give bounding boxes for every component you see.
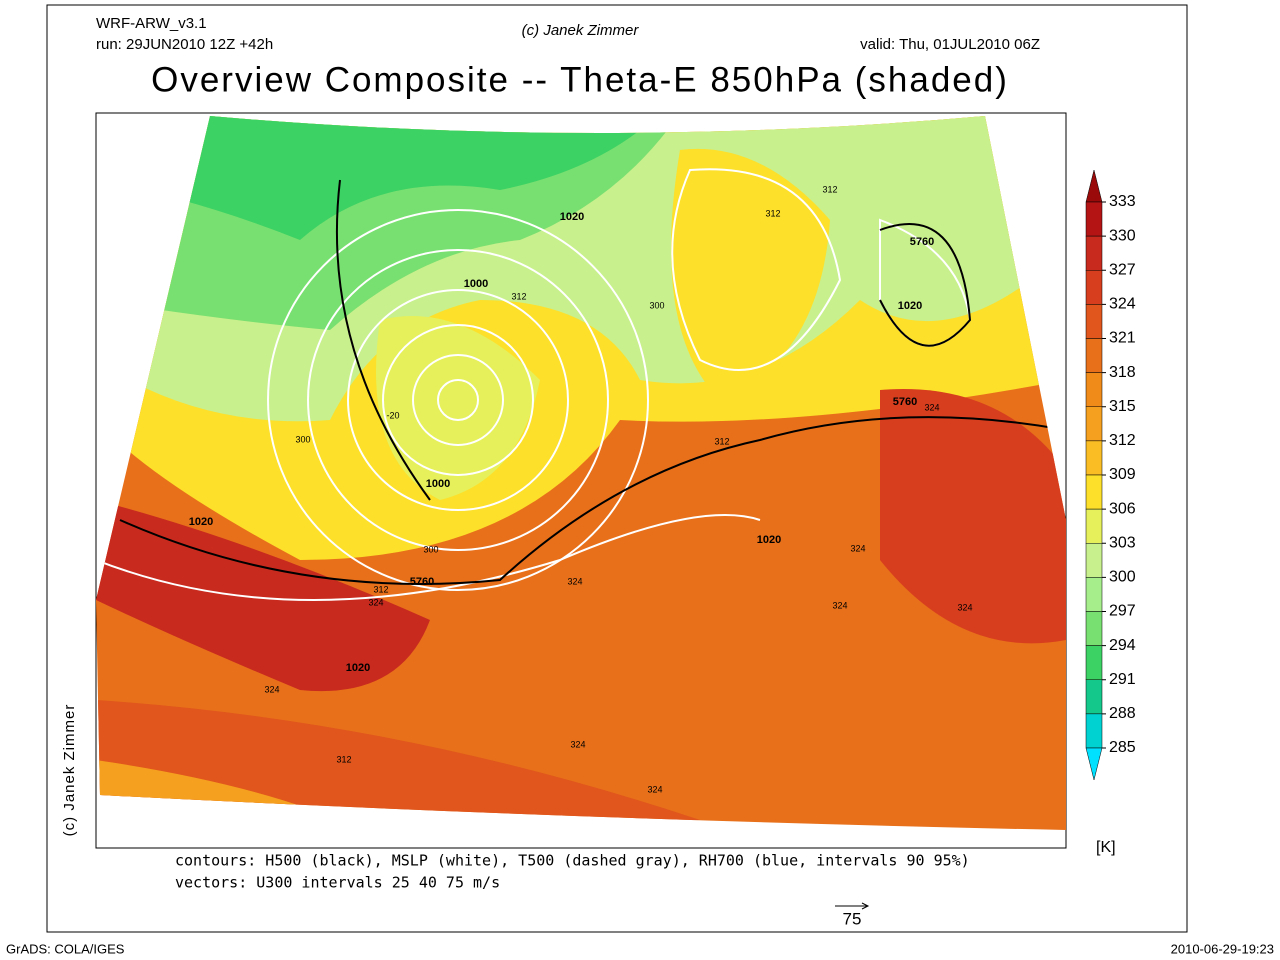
contour-label: 312 bbox=[373, 584, 388, 594]
colorbar-label: 291 bbox=[1109, 671, 1136, 688]
colorbar-band bbox=[1085, 270, 1103, 305]
colorbar-label: 333 bbox=[1109, 193, 1136, 210]
colorbar-band bbox=[1085, 338, 1103, 373]
contour-label: 312 bbox=[336, 754, 351, 764]
reference-arrowhead bbox=[861, 902, 870, 910]
colorbar-band bbox=[1085, 577, 1103, 612]
colorbar-band bbox=[1085, 474, 1103, 510]
contour-label: 312 bbox=[765, 208, 780, 218]
colorbar-label: 315 bbox=[1109, 398, 1136, 415]
contour-label: 300 bbox=[423, 544, 438, 554]
contour-label: 312 bbox=[714, 436, 729, 446]
vectors-note: vectors: U300 intervals 25 40 75 m/s bbox=[175, 874, 500, 892]
contour-label: 324 bbox=[368, 597, 383, 607]
contour-label: 5760 bbox=[893, 396, 917, 408]
contour-label: 324 bbox=[924, 402, 939, 412]
colorbar-unit: [K] bbox=[1096, 839, 1116, 856]
vector-ref: 75 bbox=[843, 909, 862, 928]
contour-label: 5760 bbox=[910, 236, 934, 248]
colorbar-band bbox=[1085, 304, 1103, 339]
colorbar-label: 303 bbox=[1109, 534, 1136, 551]
colorbar-band bbox=[1085, 508, 1103, 544]
colorbar-label: 309 bbox=[1109, 466, 1136, 483]
contour-label: 1000 bbox=[426, 478, 450, 490]
colorbar-label: 300 bbox=[1109, 569, 1136, 586]
colorbar-label: 330 bbox=[1109, 227, 1136, 244]
colorbar-label: 294 bbox=[1109, 637, 1136, 654]
copyright: (c) Janek Zimmer bbox=[522, 22, 640, 39]
colorbar-label: 312 bbox=[1109, 432, 1136, 449]
model: WRF-ARW_v3.1 bbox=[96, 15, 207, 32]
colorbar: 333 330 327 324 321 318 315 312 309 306 303 300 297 2… bbox=[1085, 169, 1136, 781]
contour-label: 5760 bbox=[410, 576, 434, 588]
colorbar-band bbox=[1085, 679, 1103, 715]
run: run: 29JUN2010 12Z +42h bbox=[96, 36, 273, 53]
colorbar-band bbox=[1085, 201, 1103, 237]
contour-label: 324 bbox=[957, 602, 972, 612]
contour-label: 1020 bbox=[560, 211, 584, 223]
contour-label: 1020 bbox=[189, 516, 213, 528]
colorbar-label: 306 bbox=[1109, 500, 1136, 517]
contour-label: 1020 bbox=[346, 662, 370, 674]
colorbar-band bbox=[1085, 543, 1103, 578]
colorbar-label: 285 bbox=[1109, 739, 1136, 756]
colorbar-band bbox=[1085, 713, 1103, 749]
colorbar-label: 297 bbox=[1109, 603, 1136, 620]
title: Overview Composite -- Theta-E 850hPa (sh… bbox=[151, 60, 1009, 99]
colorbar-triangle bbox=[1085, 747, 1103, 781]
map bbox=[96, 116, 1066, 830]
contours-note: contours: H500 (black), MSLP (white), T5… bbox=[175, 852, 970, 870]
grads: GrADS: COLA/IGES bbox=[6, 941, 125, 956]
contour-label: 1020 bbox=[757, 534, 781, 546]
contour-label: 324 bbox=[850, 543, 865, 553]
colorbar-label: 327 bbox=[1109, 261, 1136, 278]
contour-label: 312 bbox=[511, 291, 526, 301]
colorbar-label: 288 bbox=[1109, 705, 1136, 722]
contour-label: 300 bbox=[649, 300, 664, 310]
colorbar-band bbox=[1085, 611, 1103, 646]
colorbar-band bbox=[1085, 372, 1103, 407]
contour-label: 324 bbox=[567, 576, 582, 586]
colorbar-band bbox=[1085, 235, 1103, 271]
colorbar-label: 324 bbox=[1109, 296, 1136, 313]
colorbar-band bbox=[1085, 645, 1103, 680]
contour-label: 1000 bbox=[464, 278, 488, 290]
contour-label: 300 bbox=[295, 434, 310, 444]
colorbar-band bbox=[1085, 406, 1103, 442]
colorbar-label: 321 bbox=[1109, 330, 1136, 347]
contour-label: 324 bbox=[570, 739, 585, 749]
side-credit: (c) Janek Zimmer bbox=[61, 704, 78, 837]
timestamp: 2010-06-29-19:23 bbox=[1171, 941, 1274, 956]
colorbar-band bbox=[1085, 440, 1103, 476]
colorbar-label: 318 bbox=[1109, 364, 1136, 381]
contour-label: -20 bbox=[386, 410, 399, 420]
contour-label: 312 bbox=[822, 184, 837, 194]
contour-label: 324 bbox=[832, 600, 847, 610]
valid: valid: Thu, 01JUL2010 06Z bbox=[860, 36, 1040, 53]
contour-label: 324 bbox=[647, 784, 662, 794]
contour-label: 1020 bbox=[898, 300, 922, 312]
contour-label: 324 bbox=[264, 684, 279, 694]
